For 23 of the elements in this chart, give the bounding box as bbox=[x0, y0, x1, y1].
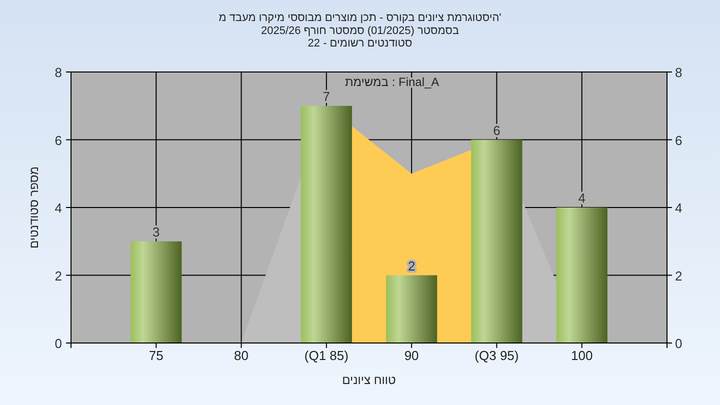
data-label: 2 bbox=[408, 258, 416, 274]
y-tick-label: 6 bbox=[54, 132, 62, 148]
y-tick-label: 8 bbox=[54, 65, 62, 80]
y2-tick-label: 2 bbox=[675, 268, 682, 284]
x-tick-label: 100 bbox=[571, 348, 593, 363]
y2-tick-label: 0 bbox=[675, 336, 682, 351]
x-tick-label: (Q3 95) bbox=[474, 348, 519, 363]
x-tick-label: 90 bbox=[404, 348, 419, 363]
chart-subtitle: בסמסטר (01/2025) סמסטר חורף 2025/26 סטודנטים רשומים - 22 bbox=[260, 24, 460, 50]
x-tick-label: 80 bbox=[234, 348, 249, 363]
y-tick-label: 2 bbox=[54, 268, 62, 284]
y-axis-title: מספר סטודנטים bbox=[27, 166, 41, 249]
bar bbox=[130, 241, 182, 343]
x-tick-label: (Q1 85) bbox=[304, 348, 348, 363]
y-tick-label: 0 bbox=[54, 336, 62, 351]
bar bbox=[386, 275, 438, 343]
chart-title: היסטוגרמת ציונים בקורס - תכן מוצרים מבוססי מיקרו מעבד מ' bbox=[218, 12, 502, 24]
x-axis-title: טווח ציונים bbox=[342, 373, 396, 387]
y2-tick-label: 6 bbox=[675, 132, 682, 148]
y-tick-label: 4 bbox=[54, 200, 62, 216]
x-tick-label: 75 bbox=[148, 348, 164, 363]
y2-tick-label: 8 bbox=[675, 65, 682, 80]
y2-tick-label: 4 bbox=[675, 200, 682, 216]
